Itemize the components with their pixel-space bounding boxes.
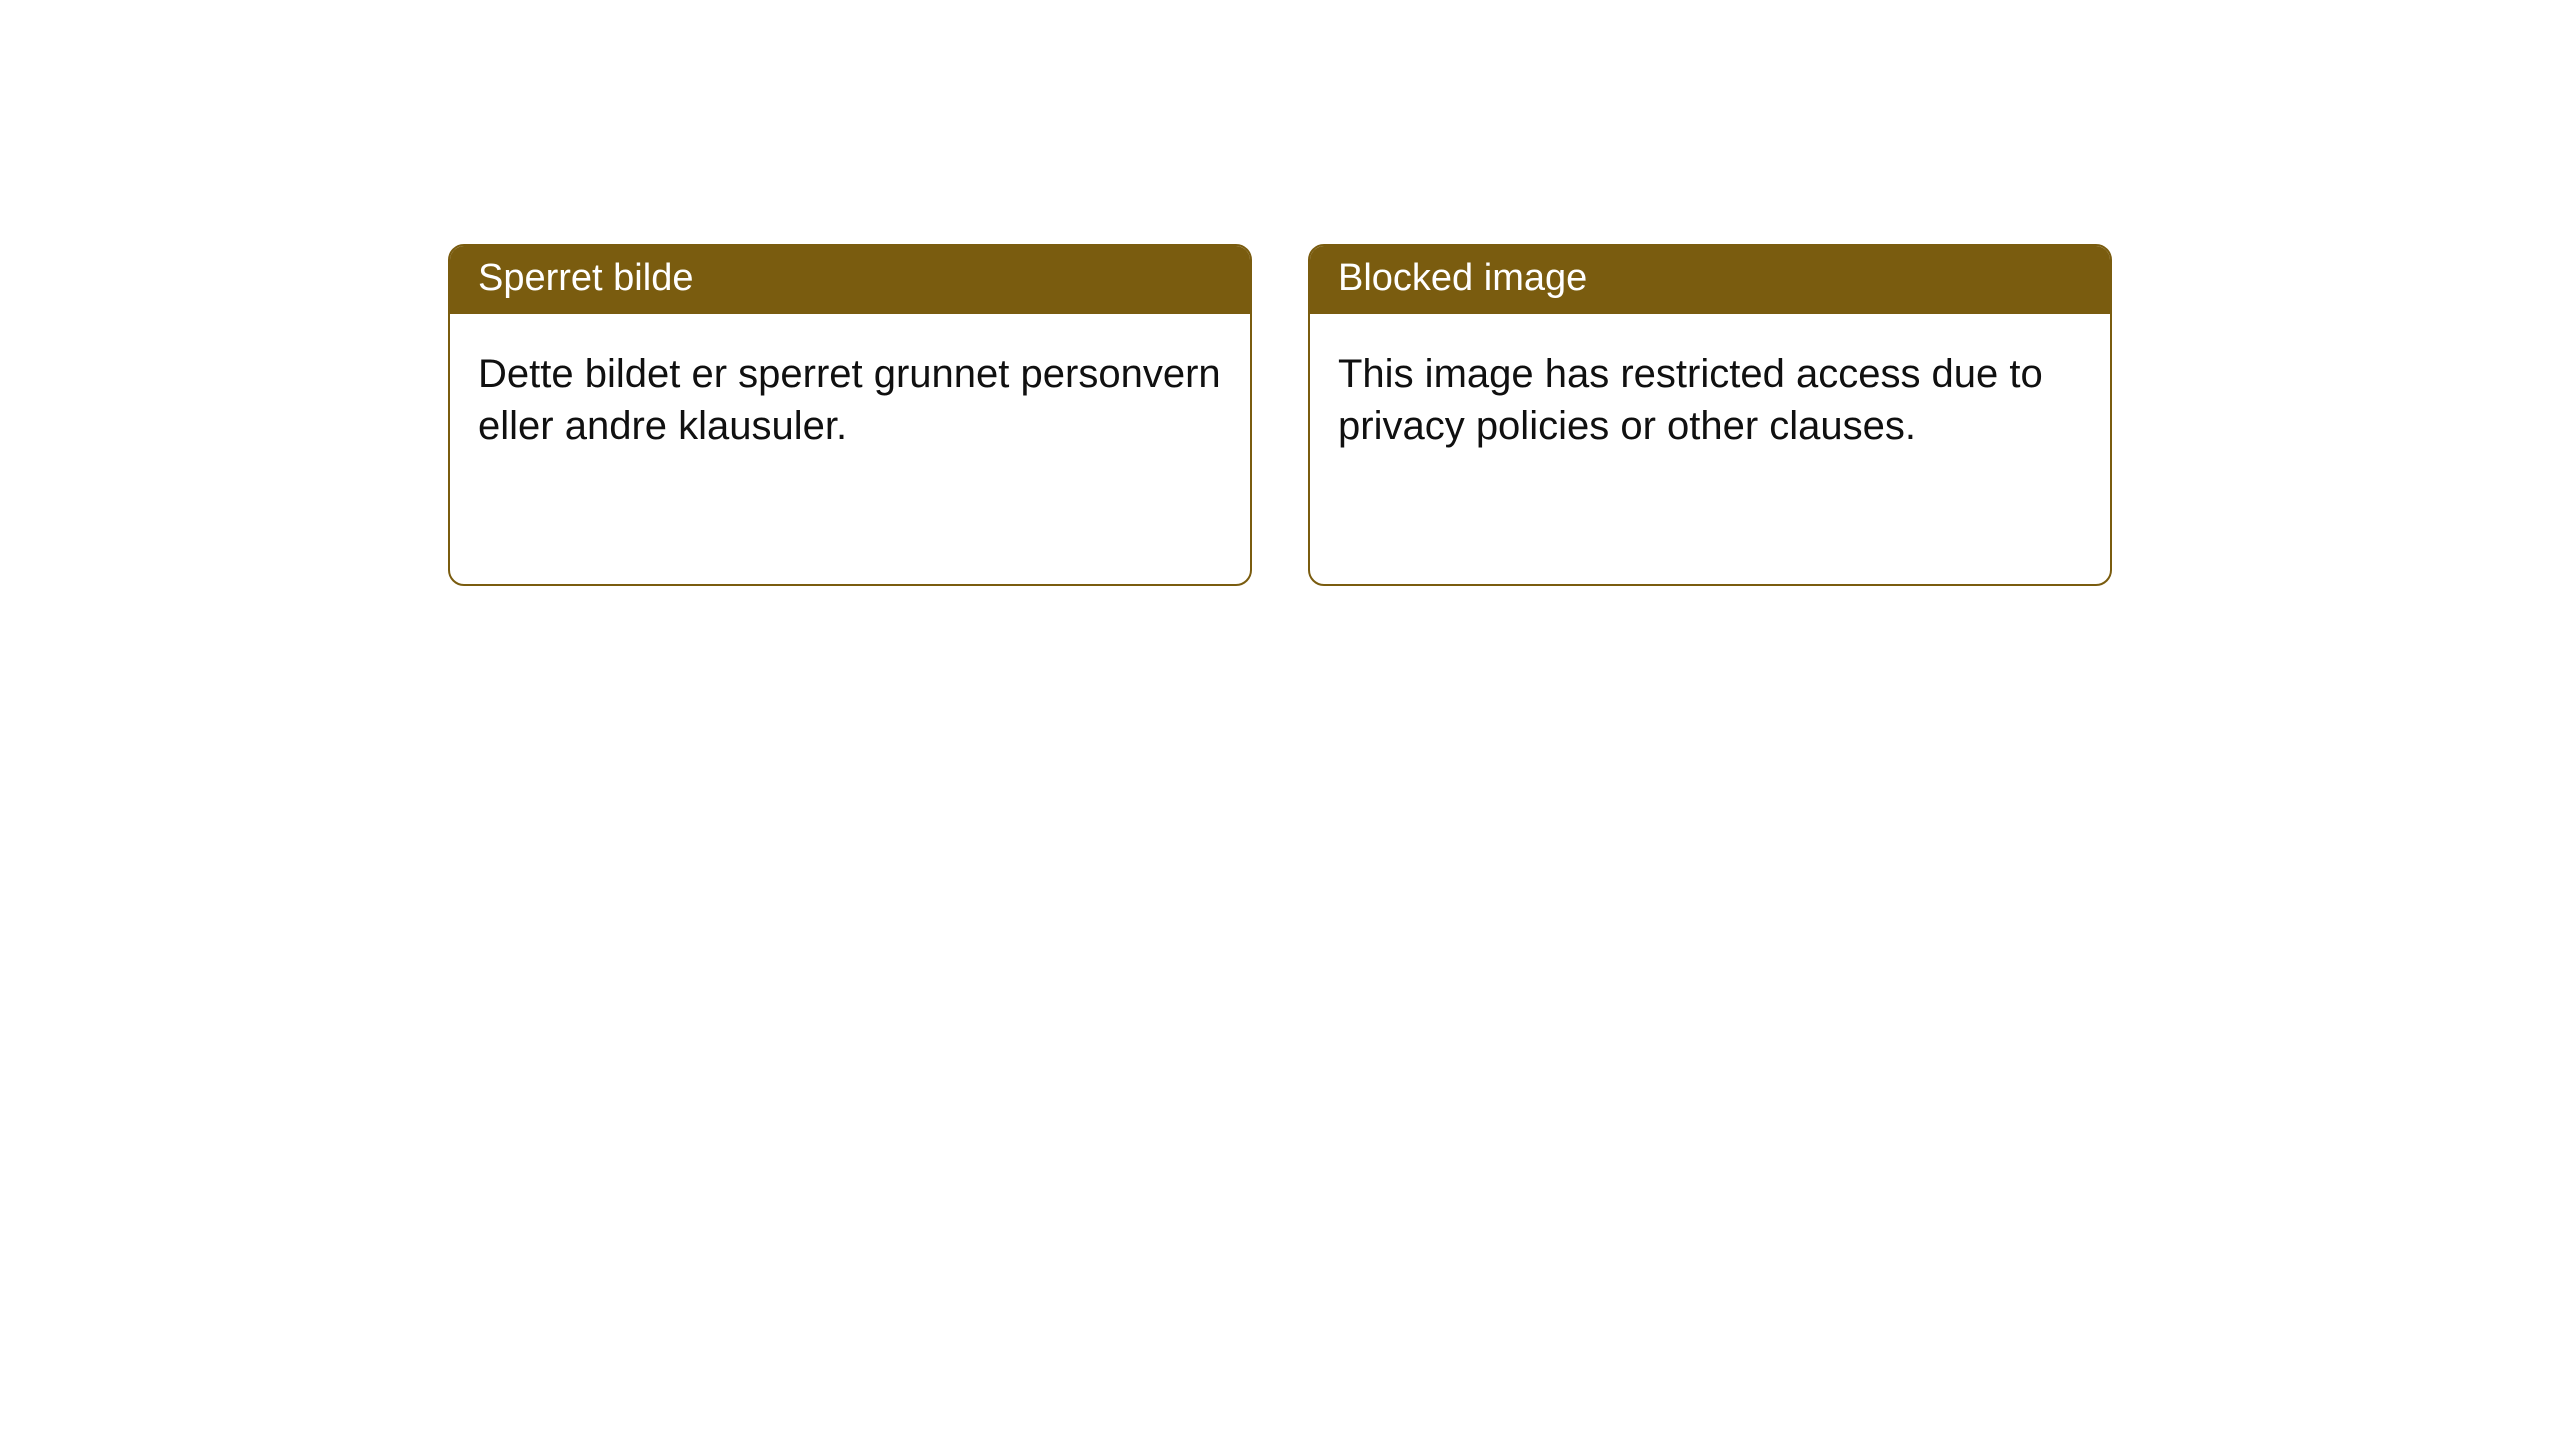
notice-header-en: Blocked image: [1310, 246, 2110, 314]
notice-header-no: Sperret bilde: [450, 246, 1250, 314]
notice-card-norwegian: Sperret bilde Dette bildet er sperret gr…: [448, 244, 1252, 586]
notice-body-no: Dette bildet er sperret grunnet personve…: [450, 314, 1250, 584]
notice-text-no: Dette bildet er sperret grunnet personve…: [478, 352, 1221, 448]
notice-body-en: This image has restricted access due to …: [1310, 314, 2110, 584]
notice-title-en: Blocked image: [1338, 257, 1587, 299]
notice-card-english: Blocked image This image has restricted …: [1308, 244, 2112, 586]
notice-container: Sperret bilde Dette bildet er sperret gr…: [0, 0, 2560, 586]
notice-text-en: This image has restricted access due to …: [1338, 352, 2043, 448]
notice-title-no: Sperret bilde: [478, 257, 693, 299]
